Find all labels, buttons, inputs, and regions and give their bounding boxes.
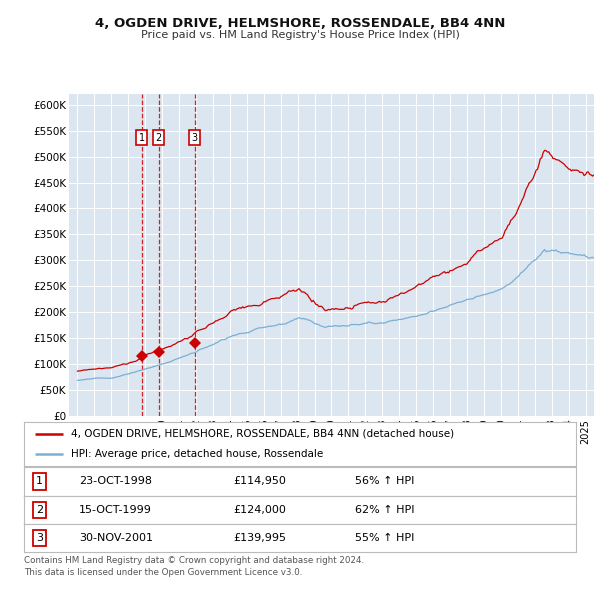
Text: 2: 2 bbox=[36, 505, 43, 514]
Text: 1: 1 bbox=[139, 133, 145, 143]
Text: 23-OCT-1998: 23-OCT-1998 bbox=[79, 477, 152, 486]
Text: 2: 2 bbox=[155, 133, 162, 143]
Text: 3: 3 bbox=[191, 133, 198, 143]
Text: 15-OCT-1999: 15-OCT-1999 bbox=[79, 505, 152, 514]
Text: 1: 1 bbox=[36, 477, 43, 486]
Text: 62% ↑ HPI: 62% ↑ HPI bbox=[355, 505, 415, 514]
Text: £114,950: £114,950 bbox=[234, 477, 287, 486]
Text: Contains HM Land Registry data © Crown copyright and database right 2024.: Contains HM Land Registry data © Crown c… bbox=[24, 556, 364, 565]
Text: 30-NOV-2001: 30-NOV-2001 bbox=[79, 533, 153, 543]
Text: 55% ↑ HPI: 55% ↑ HPI bbox=[355, 533, 415, 543]
Text: £124,000: £124,000 bbox=[234, 505, 287, 514]
Text: 3: 3 bbox=[36, 533, 43, 543]
Text: This data is licensed under the Open Government Licence v3.0.: This data is licensed under the Open Gov… bbox=[24, 568, 302, 576]
Text: £139,995: £139,995 bbox=[234, 533, 287, 543]
Text: HPI: Average price, detached house, Rossendale: HPI: Average price, detached house, Ross… bbox=[71, 449, 323, 459]
Text: 56% ↑ HPI: 56% ↑ HPI bbox=[355, 477, 415, 486]
Text: Price paid vs. HM Land Registry's House Price Index (HPI): Price paid vs. HM Land Registry's House … bbox=[140, 30, 460, 40]
Text: 4, OGDEN DRIVE, HELMSHORE, ROSSENDALE, BB4 4NN (detached house): 4, OGDEN DRIVE, HELMSHORE, ROSSENDALE, B… bbox=[71, 429, 454, 439]
Text: 4, OGDEN DRIVE, HELMSHORE, ROSSENDALE, BB4 4NN: 4, OGDEN DRIVE, HELMSHORE, ROSSENDALE, B… bbox=[95, 17, 505, 30]
